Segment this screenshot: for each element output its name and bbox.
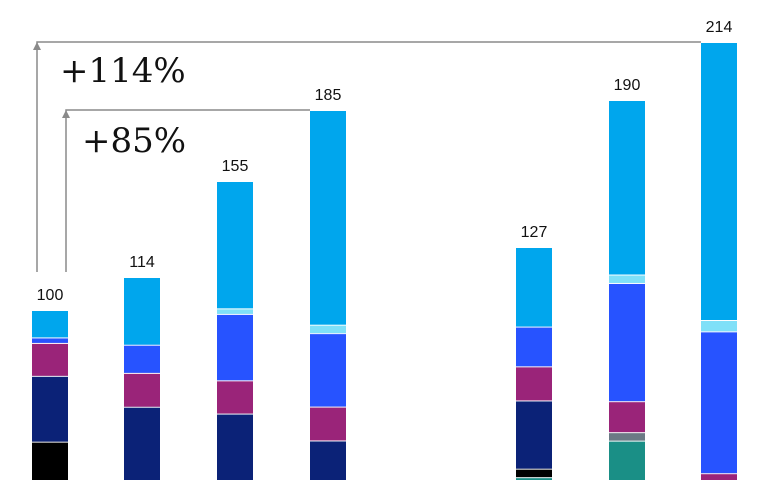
- bar-1-segment-3: [124, 277, 160, 345]
- bar-1-segment-1: [124, 372, 160, 407]
- bar-0-separator-3: [32, 337, 68, 339]
- bar-3-separator-2: [310, 333, 346, 335]
- bar-4-separator-1: [516, 468, 552, 470]
- bar-4-separator-5: [516, 247, 552, 248]
- bar-6-separator-1: [701, 331, 737, 333]
- bar-6-separator-0: [701, 473, 737, 475]
- bar-2-segment-2: [217, 313, 253, 381]
- bar-2-separator-1: [217, 380, 253, 382]
- bar-0-segment-0: [32, 441, 68, 480]
- bar-3-separator-1: [310, 406, 346, 408]
- bar-4-total-label: 127: [521, 224, 548, 241]
- bar-3-segment-4: [310, 110, 346, 325]
- bar-5-segment-1: [609, 432, 645, 441]
- bar-4-segment-0: [516, 477, 552, 480]
- bar-0-separator-4: [32, 310, 68, 311]
- growth-label-0: +114%: [60, 51, 186, 91]
- bar-2-separator-4: [217, 181, 253, 182]
- bar-4-segment-2: [516, 400, 552, 469]
- bar-0-separator-0: [32, 441, 68, 443]
- bar-3-segment-2: [310, 333, 346, 407]
- bar-6-segment-0: [701, 473, 737, 480]
- bar-5-separator-1: [609, 432, 645, 434]
- bar-5-separator-0: [609, 440, 645, 442]
- growth-bracket-0-arrowhead-icon: [33, 42, 41, 50]
- growth-brackets-layer: +114% +85%: [33, 41, 701, 272]
- bar-0-segment-3: [32, 337, 68, 343]
- bar-5-separator-2: [609, 401, 645, 403]
- bars-layer: [32, 42, 737, 480]
- bar-2-segment-0: [217, 413, 253, 480]
- bar-6-total-label: 214: [706, 19, 733, 36]
- bar-3-separator-3: [310, 324, 346, 326]
- bar-1-separator-3: [124, 277, 160, 278]
- bar-6-segment-2: [701, 320, 737, 332]
- bar-3-total-label: 185: [315, 87, 342, 104]
- bar-0-segment-2: [32, 342, 68, 376]
- bar-6-segment-3: [701, 42, 737, 321]
- bar-4-separator-0: [516, 477, 552, 479]
- bar-3-separator-4: [310, 110, 346, 111]
- bar-3-segment-3: [310, 324, 346, 334]
- bar-0-segment-1: [32, 375, 68, 442]
- bar-4-segment-1: [516, 468, 552, 478]
- bar-0-total-label: 100: [37, 287, 64, 304]
- total-labels-layer: 100 114 155 185 127 190 214: [37, 19, 733, 304]
- bar-4-segment-5: [516, 247, 552, 327]
- bar-5-segment-2: [609, 401, 645, 433]
- bar-2-segment-3: [217, 308, 253, 314]
- bar-3-segment-1: [310, 406, 346, 441]
- bar-1-separator-1: [124, 372, 160, 374]
- bar-6-separator-3: [701, 42, 737, 43]
- bar-2-total-label: 155: [222, 158, 249, 175]
- bar-4-separator-4: [516, 326, 552, 328]
- bar-5-separator-4: [609, 274, 645, 276]
- growth-bracket-1-arrowhead-icon: [62, 110, 70, 118]
- bar-2-segment-4: [217, 181, 253, 309]
- bar-1-total-label: 114: [129, 254, 155, 271]
- bar-2-separator-3: [217, 308, 253, 310]
- bar-1-separator-2: [124, 344, 160, 346]
- bar-5-segment-4: [609, 274, 645, 283]
- bar-2-separator-0: [217, 413, 253, 415]
- bar-3-separator-0: [310, 440, 346, 442]
- bar-4-separator-3: [516, 366, 552, 368]
- bar-6-segment-1: [701, 331, 737, 474]
- bar-4-separator-2: [516, 400, 552, 402]
- bar-5-segment-5: [609, 100, 645, 275]
- bar-5-segment-0: [609, 440, 645, 480]
- bar-5-segment-3: [609, 282, 645, 402]
- bar-2-separator-2: [217, 313, 253, 315]
- bar-4-segment-3: [516, 366, 552, 401]
- bar-3-segment-0: [310, 440, 346, 480]
- bar-0-separator-1: [32, 375, 68, 377]
- bar-5-separator-3: [609, 282, 645, 284]
- bar-1-segment-2: [124, 344, 160, 373]
- bar-2-segment-1: [217, 380, 253, 414]
- bar-0-separator-2: [32, 342, 68, 344]
- growth-label-1: +85%: [82, 121, 186, 161]
- bar-0-segment-4: [32, 310, 68, 338]
- bar-4-segment-4: [516, 326, 552, 367]
- bar-1-segment-0: [124, 406, 160, 480]
- bar-6-separator-2: [701, 320, 737, 322]
- bar-5-total-label: 190: [614, 77, 641, 94]
- bar-1-separator-0: [124, 406, 160, 408]
- bar-5-separator-5: [609, 100, 645, 101]
